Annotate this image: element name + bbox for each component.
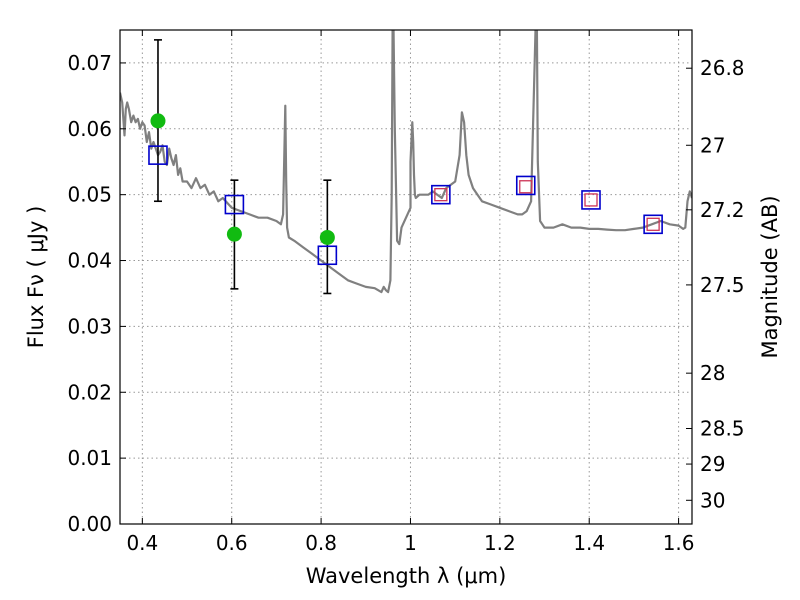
plot-area: [120, 30, 692, 295]
spectrum-line: [120, 30, 692, 294]
model-box-marker: [643, 214, 663, 235]
x-tick-label: 0.4: [126, 531, 158, 555]
right-tick-label: 28.5: [700, 416, 745, 440]
x-tick-label: 1: [404, 531, 417, 555]
right-tick-label: 28: [700, 361, 725, 385]
right-tick-label: 27: [700, 133, 725, 157]
axis-ticks: 0.4 0.6 0.8 1 1.2 1.4 1.6 0.00 0.01 0.02 0.03 0.04 0…: [67, 30, 745, 555]
right-tick-label: 30: [700, 488, 725, 512]
y-tick-label: 0.05: [67, 183, 112, 207]
plot-frame: [119, 29, 693, 525]
observed-box-marker: [434, 188, 448, 202]
detection-point: [150, 113, 166, 129]
y-tick-label: 0.07: [67, 51, 112, 75]
model-box-marker: [581, 190, 601, 210]
y-tick-label: 0.02: [67, 380, 112, 404]
x-tick-label: 1.6: [663, 531, 695, 555]
x-tick-label: 0.8: [305, 531, 337, 555]
detection-point: [319, 229, 335, 245]
y-tick-label: 0.03: [67, 314, 112, 338]
model-box-marker: [515, 175, 536, 196]
right-tick-label: 29: [700, 452, 725, 476]
model-box-marker: [317, 245, 338, 266]
x-tick-label: 0.6: [216, 531, 248, 555]
right-tick-label: 27.5: [700, 273, 745, 297]
detection-point: [226, 226, 242, 242]
right-axis-label: Magnitude (AB): [758, 195, 782, 358]
y-tick-label: 0.00: [67, 512, 112, 536]
right-tick-label: 26.8: [700, 56, 745, 80]
y-axis-label: Flux Fν ( μJy ): [24, 206, 48, 349]
model-box-marker: [148, 145, 168, 165]
observed-box-marker: [584, 193, 598, 207]
model-box-marker: [431, 184, 451, 205]
model-box-marker: [224, 194, 245, 215]
y-tick-label: 0.01: [67, 446, 112, 470]
gridlines: [120, 30, 692, 525]
x-tick-label: 1.4: [573, 531, 605, 555]
x-tick-label: 1.2: [484, 531, 516, 555]
observed-box-marker: [646, 217, 660, 231]
x-axis-label: Wavelength λ (μm): [306, 564, 507, 588]
observed-box-marker: [519, 180, 533, 194]
y-tick-label: 0.06: [67, 117, 112, 141]
y-tick-label: 0.04: [67, 249, 112, 273]
right-tick-label: 27.2: [700, 198, 745, 222]
